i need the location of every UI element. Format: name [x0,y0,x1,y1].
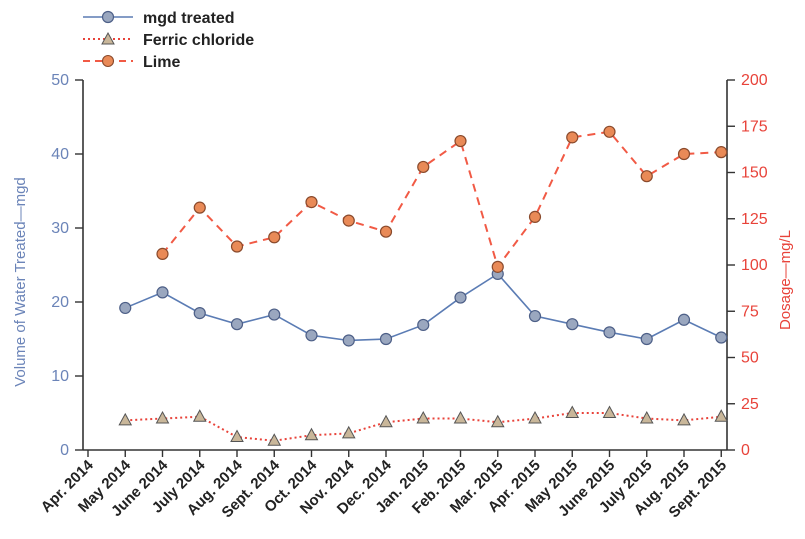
data-point-triangle [417,412,429,423]
right-tick-label: 175 [741,118,768,135]
data-point [679,314,690,325]
data-point-triangle [604,407,616,418]
data-point [641,171,652,182]
data-point [232,241,243,252]
right-tick-label: 0 [741,442,750,459]
data-point [455,136,466,147]
data-point-triangle [343,427,355,438]
left-tick-label: 40 [51,146,69,163]
right-tick-label: 125 [741,211,768,228]
data-point [343,215,354,226]
data-point [194,308,205,319]
left-axis-title: Volume of Water Treated—mgd [12,177,29,387]
right-tick-label: 75 [741,303,759,320]
series-lime [157,126,727,272]
legend: mgd treated Ferric chloride Lime [83,10,254,71]
left-tick-label: 50 [51,72,69,89]
series-mgd-treated [120,268,727,346]
data-point [567,132,578,143]
data-point [455,292,466,303]
data-point [157,287,168,298]
data-point [604,327,615,338]
data-point-triangle [566,407,578,418]
data-point [194,202,205,213]
data-point [418,161,429,172]
data-point [306,330,317,341]
data-point [269,309,280,320]
right-tick-label: 50 [741,350,759,367]
data-point [604,126,615,137]
data-point [530,311,541,322]
data-point [381,226,392,237]
data-point-triangle [455,412,467,423]
right-tick-label: 25 [741,396,759,413]
left-tick-label: 30 [51,220,69,237]
data-point [641,334,652,345]
data-point [492,261,503,272]
series-ferric-chloride [119,407,727,446]
data-point-triangle [119,414,131,425]
series-layer [119,126,727,445]
data-point-triangle [529,412,541,423]
legend-label-lime: Lime [143,54,180,71]
data-point [418,319,429,330]
legend-item-mgd-treated: mgd treated [83,10,235,27]
data-point-triangle [194,410,206,421]
data-point [716,147,727,158]
data-point [306,197,317,208]
right-tick-label: 150 [741,165,768,182]
left-tick-label: 10 [51,368,69,385]
data-point [157,248,168,259]
data-point [120,302,131,313]
data-point [381,334,392,345]
right-tick-label: 200 [741,72,768,89]
left-tick-label: 0 [60,442,69,459]
data-point [679,149,690,160]
data-point [343,335,354,346]
legend-item-lime: Lime [83,54,180,71]
right-tick-label: 100 [741,257,768,274]
data-point [232,319,243,330]
data-point-triangle [231,431,243,442]
data-point [530,211,541,222]
data-point [716,332,727,343]
left-tick-label: 20 [51,294,69,311]
legend-label-ferric-chloride: Ferric chloride [143,32,254,49]
data-point [269,232,280,243]
series-line [163,132,722,267]
data-point-triangle [380,416,392,427]
right-axis-title: Dosage—mg/L [777,230,794,330]
data-point [567,319,578,330]
legend-item-ferric-chloride: Ferric chloride [83,32,254,49]
legend-label-mgd-treated: mgd treated [143,10,235,27]
data-point-triangle [715,410,727,421]
